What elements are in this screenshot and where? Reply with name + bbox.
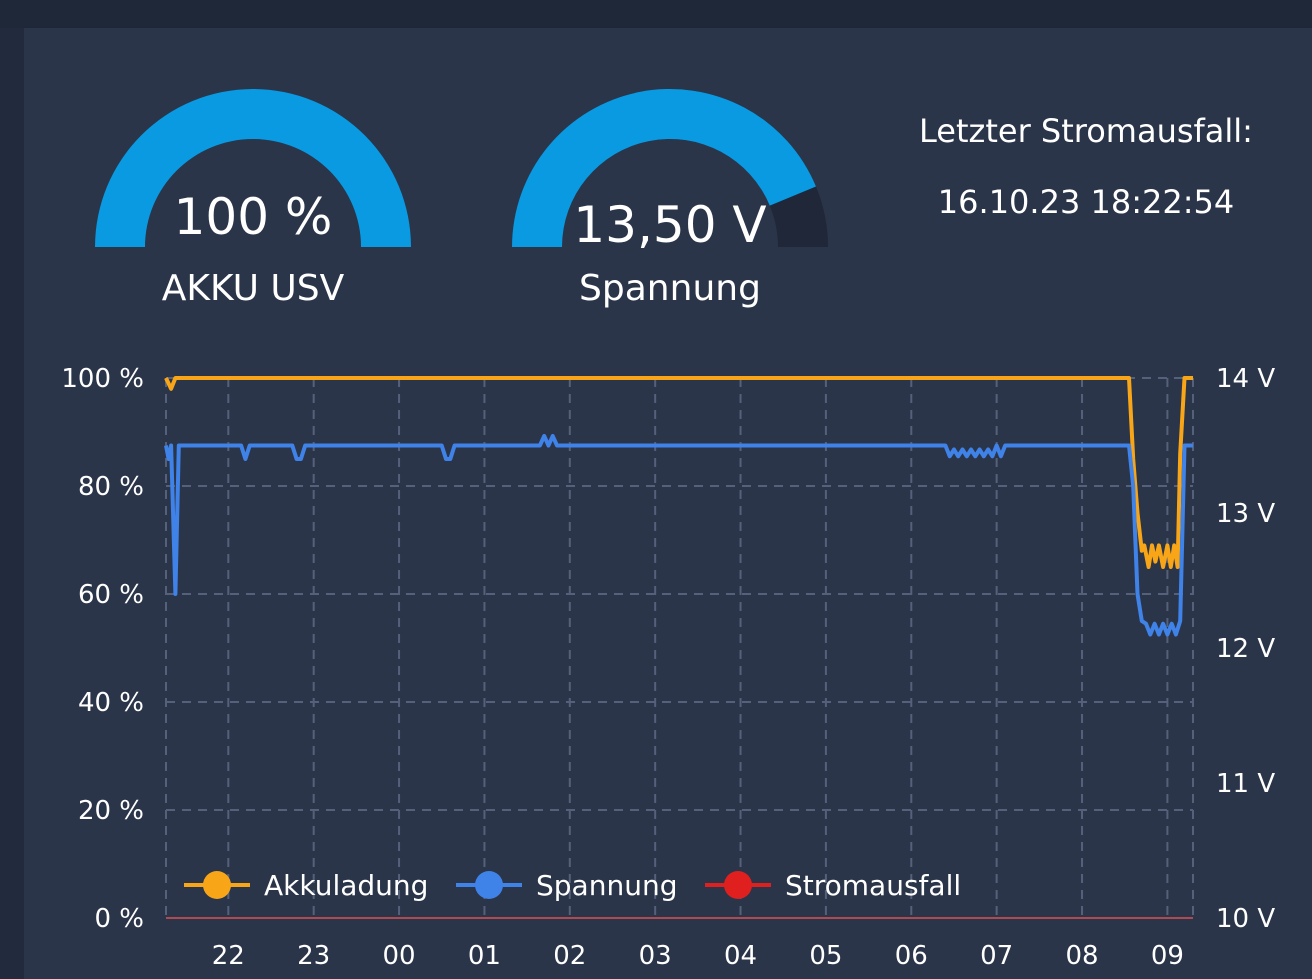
last-outage-title: Letzter Stromausfall: xyxy=(919,112,1253,150)
legend-label-akkuladung: Akkuladung xyxy=(264,869,428,902)
battery-gauge-arc xyxy=(95,89,411,247)
legend-marker-spannung xyxy=(475,871,503,899)
legend-label-spannung: Spannung xyxy=(536,869,677,902)
y-left-tick-label: 80 % xyxy=(78,472,144,502)
y-right-tick-label: 13 V xyxy=(1216,499,1275,529)
x-tick-label: 23 xyxy=(297,941,330,971)
x-tick-label: 02 xyxy=(553,941,586,971)
voltage-gauge: 13,50 V Spannung xyxy=(511,88,829,318)
battery-gauge-fill xyxy=(95,89,411,247)
x-tick-label: 04 xyxy=(724,941,757,971)
x-tick-label: 03 xyxy=(639,941,672,971)
y-left-tick-label: 0 % xyxy=(94,904,144,934)
x-tick-label: 05 xyxy=(809,941,842,971)
x-tick-label: 09 xyxy=(1151,941,1184,971)
top-app-bar xyxy=(0,0,1312,28)
voltage-gauge-fill xyxy=(512,88,816,247)
x-tick-label: 01 xyxy=(468,941,501,971)
battery-gauge-label: AKKU USV xyxy=(161,268,345,309)
x-tick-label: 08 xyxy=(1065,941,1098,971)
y-left-tick-label: 100 % xyxy=(61,364,144,394)
legend-marker-stromausfall xyxy=(724,871,752,899)
x-tick-label: 22 xyxy=(212,941,245,971)
x-tick-label: 07 xyxy=(980,941,1013,971)
dashboard-card xyxy=(24,28,1312,979)
y-right-tick-label: 11 V xyxy=(1216,769,1275,799)
x-tick-label: 06 xyxy=(895,941,928,971)
voltage-gauge-value: 13,50 V xyxy=(573,196,767,254)
battery-gauge-value: 100 % xyxy=(173,188,333,246)
voltage-gauge-label: Spannung xyxy=(579,268,761,309)
y-left-tick-label: 20 % xyxy=(78,796,144,826)
y-left-tick-label: 60 % xyxy=(78,580,144,610)
x-tick-label: 00 xyxy=(383,941,416,971)
legend-marker-akkuladung xyxy=(203,871,231,899)
legend-label-stromausfall: Stromausfall xyxy=(785,869,961,902)
voltage-gauge-arc xyxy=(512,88,828,247)
y-right-tick-label: 12 V xyxy=(1216,634,1275,664)
last-outage-timestamp: 16.10.23 18:22:54 xyxy=(937,183,1235,221)
y-right-tick-label: 14 V xyxy=(1216,364,1275,394)
y-left-tick-label: 40 % xyxy=(78,688,144,718)
y-right-tick-label: 10 V xyxy=(1216,904,1275,934)
side-panel-edge xyxy=(0,28,24,979)
battery-gauge: 100 % AKKU USV xyxy=(94,88,412,318)
series-line-akkuladung xyxy=(164,376,1193,569)
series-line-spannung xyxy=(164,434,1193,637)
